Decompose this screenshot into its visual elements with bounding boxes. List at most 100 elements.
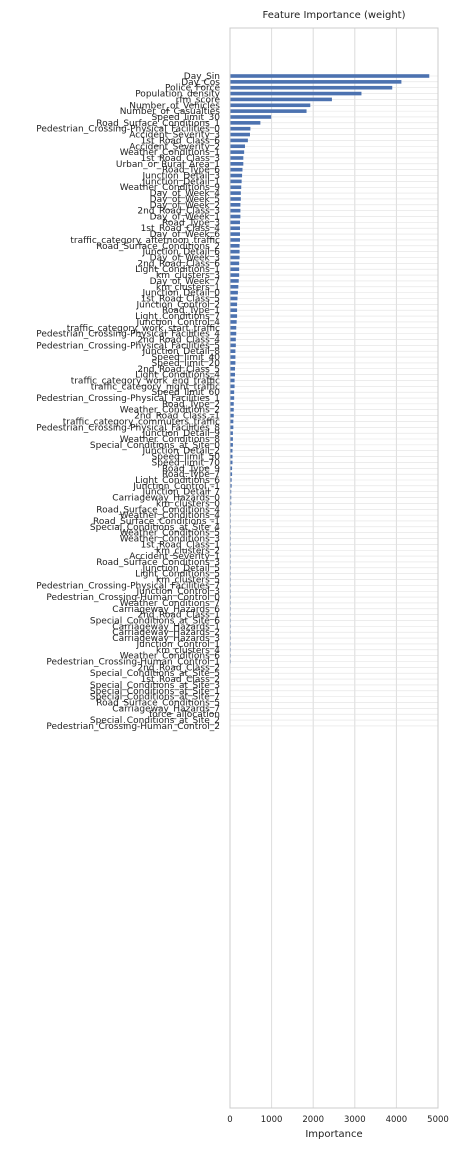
bar <box>230 407 234 412</box>
y-tick-label: Light_Conditions_1 <box>135 265 220 275</box>
y-tick-label: Road_Surface_Conditions_3 <box>96 558 220 568</box>
bar <box>230 191 241 195</box>
y-tick-label: 2nd_Road_Class_2 <box>137 663 220 673</box>
bar <box>230 349 236 353</box>
bar <box>230 308 238 312</box>
y-tick-label: Junction_Control_-1 <box>132 482 220 492</box>
y-tick-label: Day_of_Week_3 <box>150 254 220 264</box>
bar <box>230 80 402 84</box>
bar <box>230 226 240 231</box>
y-tick-label: 2nd_Road_Class_3 <box>137 207 220 217</box>
bar <box>230 115 272 119</box>
bar <box>230 255 240 260</box>
y-tick-label: km_clusters_1 <box>156 283 220 293</box>
y-tick-label: Pedestrian_Crossing-Physical_Facilities_… <box>36 394 220 404</box>
y-tick-label: Carriageway_Hazards_1 <box>112 622 220 632</box>
bar <box>230 121 261 125</box>
y-tick-label: Road_Surface_Conditions_1 <box>96 119 220 129</box>
y-tick-label: Junction_Detail_3 <box>142 172 221 182</box>
y-tick-label: rfm_score <box>176 95 221 105</box>
bar <box>230 484 232 488</box>
y-tick-label: Road_Type_9 <box>162 464 220 474</box>
y-tick-label: Weather_Conditions_4 <box>120 511 221 521</box>
y-tick-label: Light_Conditions_7 <box>135 312 220 322</box>
bar <box>230 472 233 476</box>
y-tick-label: Speed_limit_20 <box>152 359 221 369</box>
y-tick-label: Day_of_Week_6 <box>150 230 221 240</box>
y-tick-label: Carriageway_Hazards_0 <box>112 494 220 504</box>
bar <box>230 431 233 435</box>
y-tick-label: Special_Conditions_at_Site_5 <box>90 669 220 679</box>
y-tick-label: Junction_Control_2 <box>135 300 220 310</box>
bar <box>230 167 243 172</box>
bar <box>230 396 235 400</box>
y-tick-label: Pedestrian_Crossing-Physical_Facilities_… <box>36 423 220 433</box>
y-tick-label: Day_of_Week_5 <box>150 195 220 205</box>
x-tick-label: 2000 <box>302 1115 324 1125</box>
y-tick-label: Population_density <box>135 90 220 100</box>
bar <box>230 366 235 371</box>
x-tick-label: 3000 <box>344 1115 366 1125</box>
bar <box>230 179 242 184</box>
bar <box>230 296 238 301</box>
y-tick-label: 2nd_Road_Class_-1 <box>134 412 220 422</box>
bar <box>230 273 240 277</box>
bar <box>230 91 362 96</box>
bar <box>230 337 236 342</box>
bar <box>230 361 236 365</box>
y-tick-label: Road_Type_6 <box>162 166 220 176</box>
bar <box>230 261 240 266</box>
y-tick-label: traffic_category_work_end_traffic <box>71 376 220 386</box>
y-tick-label: Pedestrian_Crossing-Human_Control_1 <box>46 658 220 668</box>
y-tick-label: 2nd_Road_Class_1 <box>137 611 220 621</box>
bar <box>230 425 234 430</box>
bar <box>230 419 234 424</box>
y-tick-label: Carriageway_Hazards_6 <box>112 605 220 615</box>
y-tick-label: Junction_Detail_0 <box>142 289 221 299</box>
bar <box>230 489 232 494</box>
bar <box>230 448 233 453</box>
y-tick-label: Road_Surface_Conditions_2 <box>96 242 220 252</box>
y-tick-label: Light_Conditions_4 <box>135 371 220 381</box>
y-tick-label: 1st_Road_Class_4 <box>141 224 221 234</box>
bar <box>230 220 240 225</box>
x-tick-label: 5000 <box>427 1115 449 1125</box>
y-tick-label: Special_Conditions_at_Site_4 <box>90 523 220 533</box>
bar <box>230 85 393 90</box>
y-tick-label: Speed_limit_50 <box>152 453 221 463</box>
y-tick-label: traffic_category_afternoon_traffic <box>70 236 220 246</box>
bar <box>230 109 307 113</box>
bar <box>230 249 240 254</box>
y-tick-label: Special_Conditions_at_Site_0 <box>90 441 220 451</box>
bar <box>230 390 235 394</box>
y-tick-label: 1st_Road_Class_3 <box>141 154 220 164</box>
x-axis-label: Importance <box>305 1129 363 1140</box>
y-tick-label: traffic_category_night_traffic <box>91 382 220 392</box>
x-tick-label: 4000 <box>386 1115 408 1125</box>
y-tick-label: Junction_Detail_7 <box>142 488 221 498</box>
bar <box>230 413 234 418</box>
bar <box>230 284 239 289</box>
y-tick-label: traffic_category_work_start_traffic <box>67 324 220 334</box>
bar <box>230 238 240 242</box>
bar <box>230 74 430 78</box>
y-tick-label: Carriageway_Hazards_2 <box>112 628 220 638</box>
y-tick-label: Junction_Detail_1 <box>142 177 221 187</box>
bar <box>230 97 332 102</box>
y-tick-label: Weather_Conditions_5 <box>120 529 220 539</box>
y-tick-label: Number_of_Vehicles <box>129 101 220 111</box>
y-tick-label: Urban_or_Rural_Area_1 <box>116 160 220 170</box>
bar <box>230 501 232 506</box>
bar <box>230 185 242 190</box>
bar <box>230 372 235 377</box>
bar <box>230 103 311 108</box>
y-tick-label: Weather_Conditions_3 <box>120 535 220 545</box>
y-tick-label: Junction_Detail_9 <box>142 429 221 439</box>
bar <box>230 243 240 248</box>
y-tick-label: Speed_limit_60 <box>152 388 221 398</box>
bar <box>230 320 237 324</box>
bar <box>230 162 244 166</box>
y-tick-label: Accident_Severity_1 <box>129 552 220 562</box>
bar <box>230 279 239 283</box>
